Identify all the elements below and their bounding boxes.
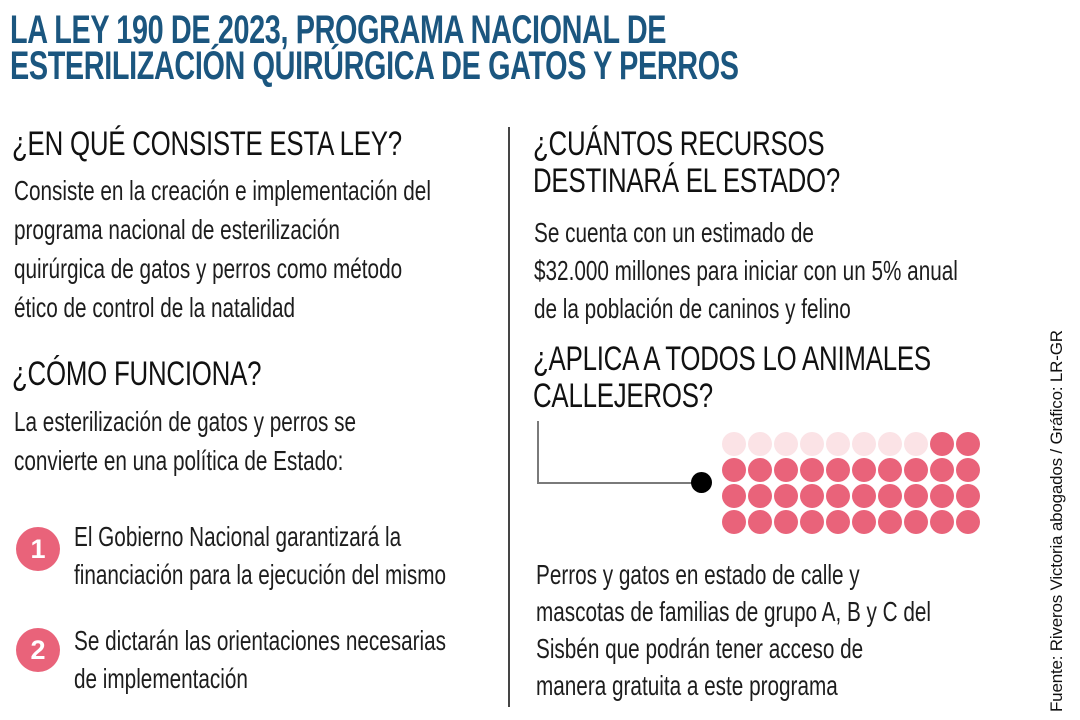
population-dot — [930, 432, 954, 456]
population-dot — [722, 432, 746, 456]
heading-en-que-consiste: ¿EN QUÉ CONSISTE ESTA LEY? — [12, 125, 402, 163]
population-dot — [774, 510, 798, 534]
body-como-funciona: La esterilización de gatos y perros se c… — [14, 406, 357, 476]
population-dot — [956, 484, 980, 508]
population-dot — [774, 484, 798, 508]
item-2-text: Se dictarán las orientaciones necesarias… — [74, 625, 447, 694]
population-dot — [748, 458, 772, 482]
population-dot — [852, 432, 876, 456]
item-1-text: El Gobierno Nacional garantizará la fina… — [74, 521, 447, 590]
item-1-number-badge: 1 — [16, 527, 60, 571]
population-dot — [800, 458, 824, 482]
population-dot — [852, 458, 876, 482]
heading-como-funciona: ¿CÓMO FUNCIONA? — [12, 355, 262, 393]
population-dot — [826, 432, 850, 456]
population-dot — [774, 458, 798, 482]
body-cuantos-recursos: Se cuenta con un estimado de $32.000 mil… — [534, 217, 958, 324]
item-2-number: 2 — [30, 634, 46, 665]
population-dot — [800, 510, 824, 534]
connector-endpoint-dot — [691, 472, 712, 493]
heading-cuantos-recursos: ¿CUÁNTOS RECURSOS DESTINARÁ EL ESTADO? — [533, 125, 841, 200]
population-dot — [956, 458, 980, 482]
connector-line-vertical — [537, 421, 539, 483]
population-dot — [904, 432, 928, 456]
population-dot — [722, 458, 746, 482]
body-en-que-consiste: Consiste en la creación e implementación… — [14, 175, 431, 323]
population-dot — [956, 432, 980, 456]
population-dot — [826, 510, 850, 534]
item-2-number-badge: 2 — [16, 628, 60, 672]
population-dot — [722, 510, 746, 534]
population-dot — [904, 510, 928, 534]
population-dot — [748, 432, 772, 456]
population-dot — [800, 484, 824, 508]
population-dot — [904, 458, 928, 482]
connector-line-horizontal — [537, 482, 694, 484]
source-credit: Fuente: Riveros Victoria abogados / Gráf… — [1047, 330, 1066, 712]
population-dot — [852, 484, 876, 508]
heading-aplica-animales: ¿APLICA A TODOS LO ANIMALES CALLEJEROS? — [533, 340, 931, 415]
population-dot — [878, 458, 902, 482]
population-dot — [930, 458, 954, 482]
column-divider — [508, 127, 510, 707]
population-dot — [800, 432, 824, 456]
population-dot — [930, 510, 954, 534]
population-dot — [852, 510, 876, 534]
population-dot — [774, 432, 798, 456]
population-dot — [826, 484, 850, 508]
item-1-number: 1 — [30, 533, 46, 564]
population-dot — [956, 510, 980, 534]
population-dot — [722, 484, 746, 508]
population-dot-chart — [722, 432, 980, 534]
population-dot — [904, 484, 928, 508]
population-dot — [826, 458, 850, 482]
population-dot — [878, 510, 902, 534]
population-dot — [748, 510, 772, 534]
population-dot — [748, 484, 772, 508]
population-dot — [930, 484, 954, 508]
population-dot — [878, 432, 902, 456]
page-title: LA LEY 190 DE 2023, PROGRAMA NACIONAL DE… — [10, 8, 739, 88]
population-dot — [878, 484, 902, 508]
body-aplica-animales: Perros y gatos en estado de calle y masc… — [536, 559, 932, 701]
